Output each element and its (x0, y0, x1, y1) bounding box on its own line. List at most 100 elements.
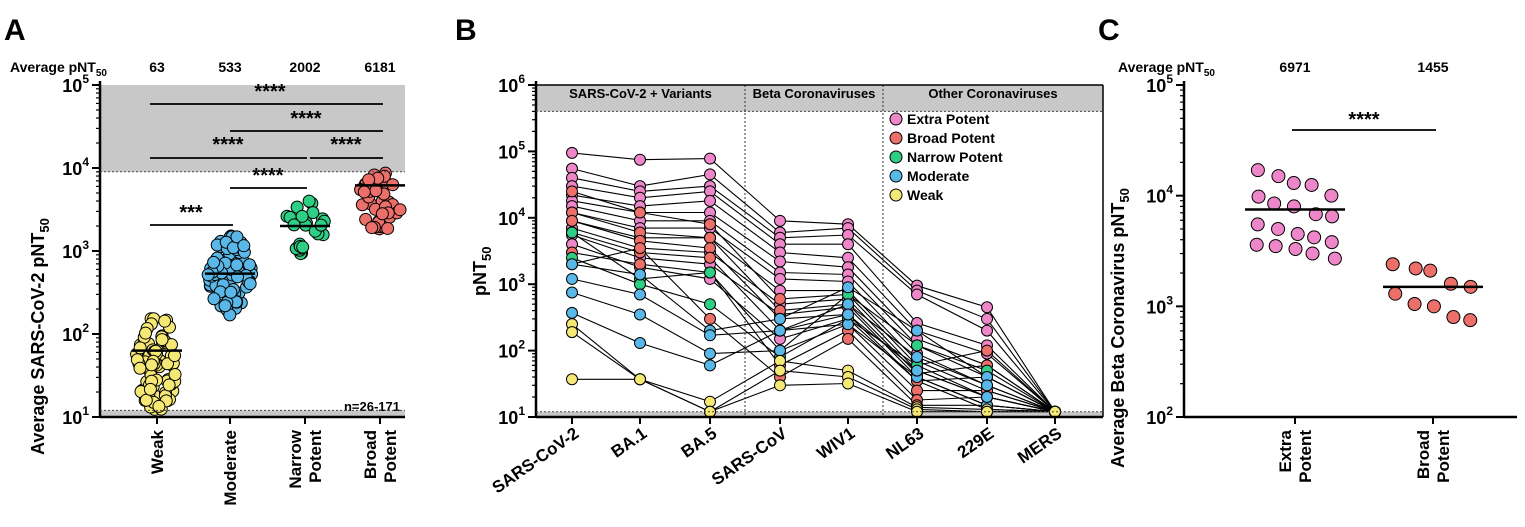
panel-b-y-axis-tick-label: 101 (498, 404, 525, 428)
panel-c-point (1250, 163, 1265, 178)
panel-b-series-line (571, 168, 1056, 413)
panel-b-y-axis-tick-label: 106 (498, 72, 525, 96)
panel-c-significance: **** (1292, 109, 1436, 131)
panel-b-point (774, 272, 786, 285)
panel-a-average-value: 533 (218, 59, 242, 75)
panel-a-mean-lines (132, 184, 405, 352)
panel-a: A Average pNT50 63 533 2002 6181 Average SA… (4, 14, 407, 506)
panel-b-letter: B (455, 14, 477, 47)
panel-b-point (566, 286, 578, 299)
panel-b-series-lines (571, 152, 1056, 413)
panel-a-point (155, 333, 169, 347)
panel-b-legend-marker (889, 188, 903, 202)
panel-a-point (357, 185, 371, 199)
panel-a-point (224, 285, 238, 299)
panel-c-point (1304, 177, 1319, 192)
panel-c-axes: 102 103 104 105 (1146, 72, 1517, 428)
panel-a-significance-label: **** (252, 165, 283, 187)
panel-a-point (168, 367, 182, 381)
panel-b-series-line (571, 220, 1056, 413)
panel-b-point (981, 391, 993, 404)
panel-b-series-line (571, 263, 1056, 413)
panel-b-series-line (571, 190, 1056, 413)
panel-b-point (704, 329, 716, 342)
panel-b-x-tick-label: SARS-CoV-2 (489, 424, 583, 498)
panel-c-point (1324, 235, 1339, 250)
panel-c-significance-label: **** (1348, 109, 1379, 131)
panel-b-group-headers: SARS-CoV-2 + Variants Beta Coronaviruses O… (569, 85, 1058, 417)
panel-c-point (1251, 189, 1266, 204)
panel-b-upper-limit-shade (536, 85, 1103, 112)
panel-a-point (393, 203, 407, 217)
panel-b-point (634, 153, 646, 166)
panel-b-point (634, 308, 646, 321)
panel-b-point (774, 344, 786, 357)
panel-b-point (634, 242, 646, 255)
panel-b-series-line (571, 177, 1056, 413)
panel-a-point (243, 277, 257, 291)
panel-b-point (566, 326, 578, 339)
panel-c-point (1250, 217, 1265, 232)
panel-b-point (842, 238, 854, 251)
panel-b-y-axis-tick-label: 104 (498, 205, 525, 229)
panel-b-x-tick-label: 229E (954, 424, 997, 462)
panel-a-point (218, 299, 232, 313)
panel-b-series-line (571, 247, 1056, 413)
panel-a-point (365, 221, 379, 235)
panel-c-point (1463, 313, 1478, 328)
panel-b-y-axis-tick-label: 102 (498, 338, 525, 362)
panel-a-point (295, 209, 309, 223)
panel-c: C Average pNT50 6971 1455 Average Beta Co… (1098, 14, 1517, 483)
panel-b-y-axis-tick-label: 103 (498, 271, 525, 295)
panel-a-point (162, 378, 176, 392)
panel-c-point (1408, 261, 1423, 276)
panel-a-point (302, 194, 316, 208)
panel-b-point (634, 258, 646, 271)
panel-b-point (704, 298, 716, 311)
panel-b-point (911, 324, 923, 337)
panel-b-point (566, 272, 578, 285)
panel-a-point (143, 382, 157, 396)
panel-b-point (981, 312, 993, 325)
panel-a-significance-label: **** (212, 134, 243, 156)
panel-c-point (1290, 227, 1305, 242)
panel-b-point (566, 373, 578, 386)
panel-a-average-values: 63 533 2002 6181 (149, 59, 396, 75)
panel-a-x-tick-labels: Weak Moderate NarrowPotent BroadPotent (148, 429, 400, 505)
panel-c-point (1271, 221, 1286, 236)
panel-a-point (375, 207, 389, 221)
panel-b-point (704, 194, 716, 207)
panel-c-point (1443, 276, 1458, 291)
panel-c-point (1388, 286, 1403, 301)
panel-a-y-axis-tick-label: 103 (62, 238, 89, 262)
panel-b-point (704, 359, 716, 372)
panel-c-point (1268, 239, 1283, 254)
panel-a-point (152, 399, 166, 413)
panel-a-x-tick-label: Moderate (221, 430, 240, 506)
panel-c-y-axis-tick-label: 102 (1146, 404, 1173, 428)
panel-b-legend-marker (889, 112, 903, 126)
panel-c-point (1385, 257, 1400, 272)
panel-c-point (1267, 196, 1282, 211)
panel-c-point (1324, 188, 1339, 203)
panel-c-point (1286, 199, 1301, 214)
panel-b-point (704, 395, 716, 408)
panel-b-point (704, 266, 716, 279)
panel-a-point (226, 241, 240, 255)
panel-b: B pNT50 SARS-CoV-2 + Variants Beta Corona… (455, 14, 1104, 498)
panel-b-legend-marker (889, 150, 903, 164)
panel-b-point (634, 337, 646, 350)
panel-c-average-value: 1455 (1417, 59, 1448, 75)
panel-b-point (981, 379, 993, 392)
panel-b-point (842, 332, 854, 345)
panel-b-series-line (571, 312, 1056, 413)
panel-a-point (207, 255, 221, 269)
panel-b-point (634, 268, 646, 281)
panel-b-x-tick-label: WIV1 (813, 424, 858, 463)
panel-b-points (566, 146, 1061, 418)
panel-b-point (774, 214, 786, 227)
panel-b-point (566, 146, 578, 159)
panel-b-y-axis-label: pNT50 (470, 247, 494, 296)
panel-c-points (1249, 163, 1478, 328)
